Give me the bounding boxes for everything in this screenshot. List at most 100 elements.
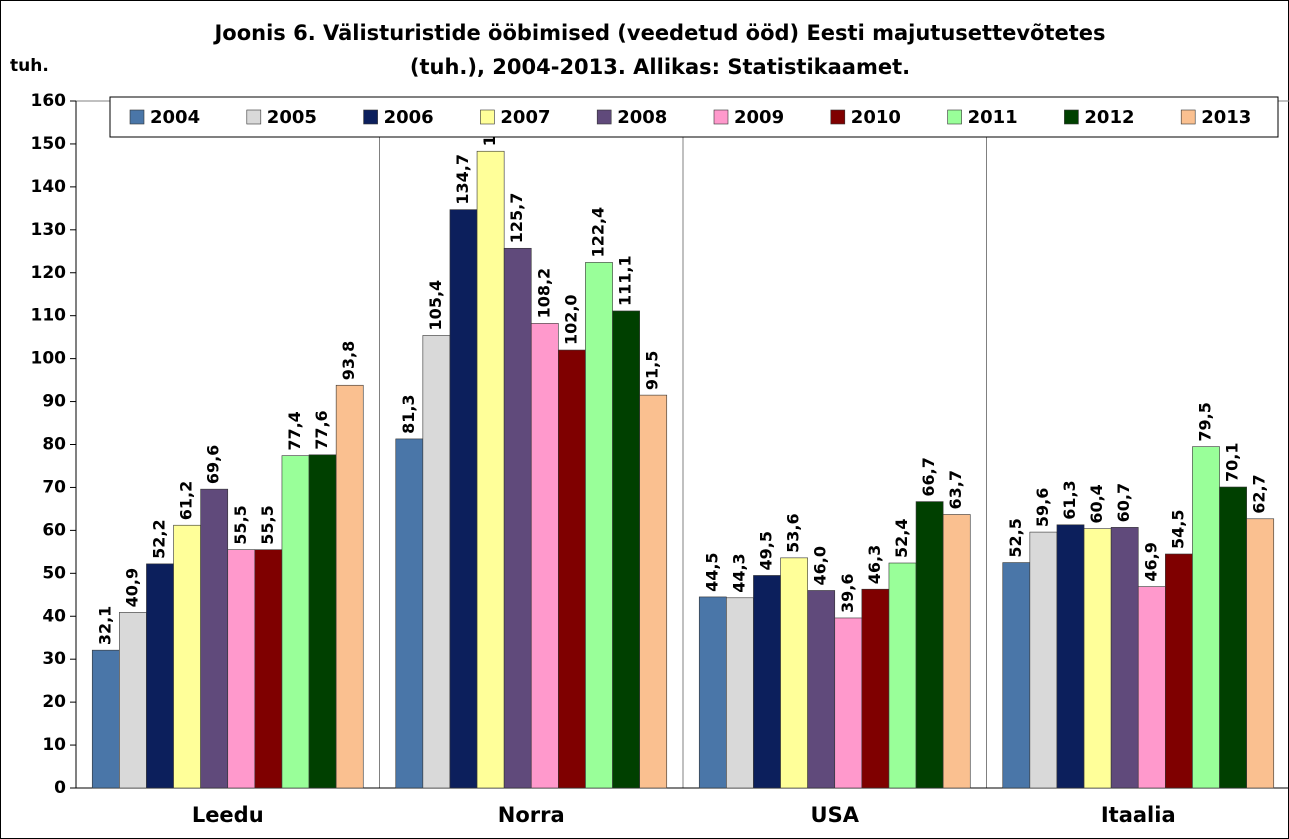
y-tick-label: 100 xyxy=(31,349,67,369)
data-label: 60,7 xyxy=(1114,483,1133,522)
bar xyxy=(1110,527,1139,789)
y-tick-label: 50 xyxy=(42,563,66,583)
x-tick-label: Norra xyxy=(498,803,565,827)
data-label: 32,1 xyxy=(95,606,114,645)
data-label: 54,5 xyxy=(1168,510,1187,549)
bar xyxy=(119,612,147,789)
y-tick-label: 10 xyxy=(42,735,66,755)
bar xyxy=(200,488,229,789)
bar xyxy=(1246,518,1275,789)
bar xyxy=(1002,562,1031,789)
legend-swatch xyxy=(1180,109,1196,125)
legend-label: 2012 xyxy=(1084,107,1134,128)
legend-box xyxy=(109,96,1279,138)
data-label: 39,6 xyxy=(838,573,857,612)
bar xyxy=(1083,528,1112,789)
legend-swatch xyxy=(947,109,962,125)
bar xyxy=(281,455,310,789)
data-label: 81,3 xyxy=(399,394,418,433)
data-label: 52,2 xyxy=(150,519,169,558)
data-label: 46,3 xyxy=(865,545,884,584)
data-label: 111,1 xyxy=(616,255,635,306)
y-tick-label: 80 xyxy=(42,435,66,455)
y-axis-label: tuh. xyxy=(10,56,49,76)
bar xyxy=(503,247,532,789)
bar xyxy=(476,150,505,789)
legend-swatch xyxy=(713,109,729,125)
legend-label: 2004 xyxy=(150,107,200,128)
chart-title: Joonis 6. Välisturistide ööbimised (veed… xyxy=(212,21,1105,45)
data-label: 52,5 xyxy=(1006,518,1025,557)
y-tick-label: 110 xyxy=(31,306,67,326)
data-label: 40,9 xyxy=(122,568,141,607)
y-tick-label: 70 xyxy=(42,477,66,497)
legend-label: 2006 xyxy=(384,107,434,128)
bar xyxy=(1029,531,1058,789)
bar xyxy=(1192,446,1220,789)
bar xyxy=(861,588,890,789)
legend-swatch xyxy=(363,109,378,125)
legend-swatch xyxy=(1064,109,1079,125)
y-tick-label: 120 xyxy=(31,263,67,283)
legend-swatch xyxy=(480,109,495,125)
x-tick-label: USA xyxy=(811,803,860,827)
data-label: 134,7 xyxy=(453,154,472,205)
x-tick-label: Leedu xyxy=(192,803,264,827)
bar xyxy=(449,209,478,789)
y-tick-label: 140 xyxy=(31,177,67,197)
bar xyxy=(395,438,424,789)
bar xyxy=(726,597,754,789)
data-label: 77,4 xyxy=(285,411,304,450)
bar xyxy=(227,549,256,789)
legend-swatch xyxy=(129,109,145,125)
bar xyxy=(1219,486,1247,789)
bar xyxy=(335,384,364,789)
chart-title: (tuh.), 2004-2013. Allikas: Statistikaam… xyxy=(410,55,910,79)
bar xyxy=(612,310,640,789)
y-tick-label: 90 xyxy=(42,392,66,412)
data-label: 62,7 xyxy=(1250,474,1269,513)
legend-label: 2013 xyxy=(1201,107,1251,128)
data-label: 55,5 xyxy=(231,505,250,544)
data-label: 61,2 xyxy=(177,481,196,520)
bar xyxy=(1137,586,1166,789)
y-tick-label: 0 xyxy=(54,778,66,798)
bar xyxy=(91,649,120,789)
data-label: 102,0 xyxy=(561,294,580,345)
data-label: 79,5 xyxy=(1196,402,1215,441)
bar xyxy=(834,617,863,789)
legend-swatch xyxy=(596,109,612,125)
legend-label: 2009 xyxy=(734,107,784,128)
data-label: 108,2 xyxy=(534,268,553,319)
x-tick-label: Itaalia xyxy=(1101,803,1176,827)
data-label: 122,4 xyxy=(589,207,608,258)
y-tick-label: 20 xyxy=(42,692,66,712)
bar xyxy=(1165,553,1193,789)
y-tick-label: 40 xyxy=(42,606,66,626)
y-tick-label: 130 xyxy=(31,220,67,240)
legend-swatch xyxy=(830,109,846,125)
bar xyxy=(807,590,836,789)
data-label: 49,5 xyxy=(757,531,776,570)
y-tick-label: 160 xyxy=(31,91,67,111)
bar xyxy=(753,575,781,789)
y-tick-label: 150 xyxy=(31,134,67,154)
bar xyxy=(888,562,917,789)
bar xyxy=(780,557,808,789)
data-label: 91,5 xyxy=(643,351,662,390)
bar xyxy=(308,454,337,789)
data-label: 52,4 xyxy=(892,519,911,558)
data-label: 46,0 xyxy=(811,546,830,585)
data-label: 93,8 xyxy=(339,341,358,380)
data-label: 59,6 xyxy=(1033,488,1052,527)
legend-label: 2010 xyxy=(851,107,901,128)
bar xyxy=(254,549,283,789)
data-label: 46,9 xyxy=(1141,542,1160,581)
bar xyxy=(698,596,727,789)
data-label: 77,6 xyxy=(312,410,331,449)
data-label: 61,3 xyxy=(1060,480,1079,519)
legend-swatch xyxy=(246,109,262,125)
bar xyxy=(173,524,201,789)
legend-label: 2005 xyxy=(267,107,317,128)
